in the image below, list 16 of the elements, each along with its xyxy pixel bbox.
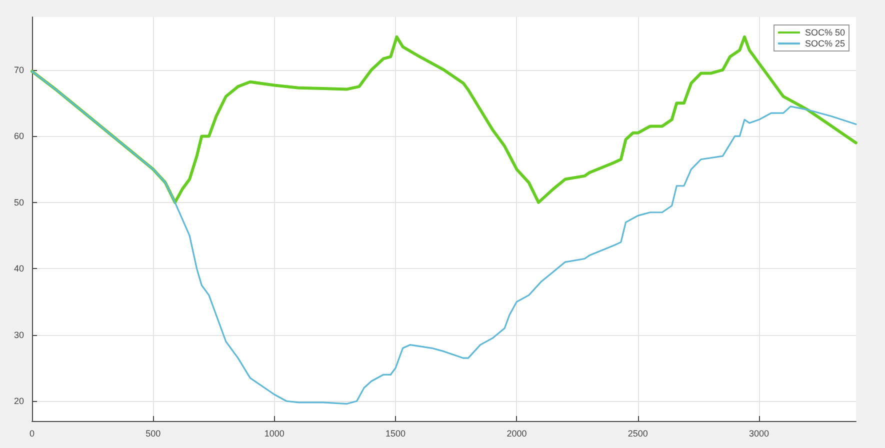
x-tick-label: 1000: [264, 428, 284, 438]
x-tick-label: 500: [146, 428, 161, 438]
x-tick-label: 2000: [506, 428, 527, 438]
y-tick-label: 40: [14, 264, 24, 274]
x-tick-label: 1500: [386, 428, 406, 438]
x-tick-label: 0: [29, 428, 35, 438]
y-tick-label: 70: [14, 64, 24, 75]
x-tick-label: 3000: [749, 428, 770, 438]
y-tick-label: 20: [14, 396, 24, 406]
legend-label: SOC% 50: [804, 28, 846, 38]
line-series: [31, 70, 857, 405]
legend-label: SOC% 25: [804, 38, 846, 48]
y-tick-label: 60: [14, 131, 24, 142]
x-tick-label: 2500: [628, 428, 648, 438]
y-tick-label: 50: [14, 197, 24, 208]
y-tick-label: 30: [14, 330, 24, 340]
